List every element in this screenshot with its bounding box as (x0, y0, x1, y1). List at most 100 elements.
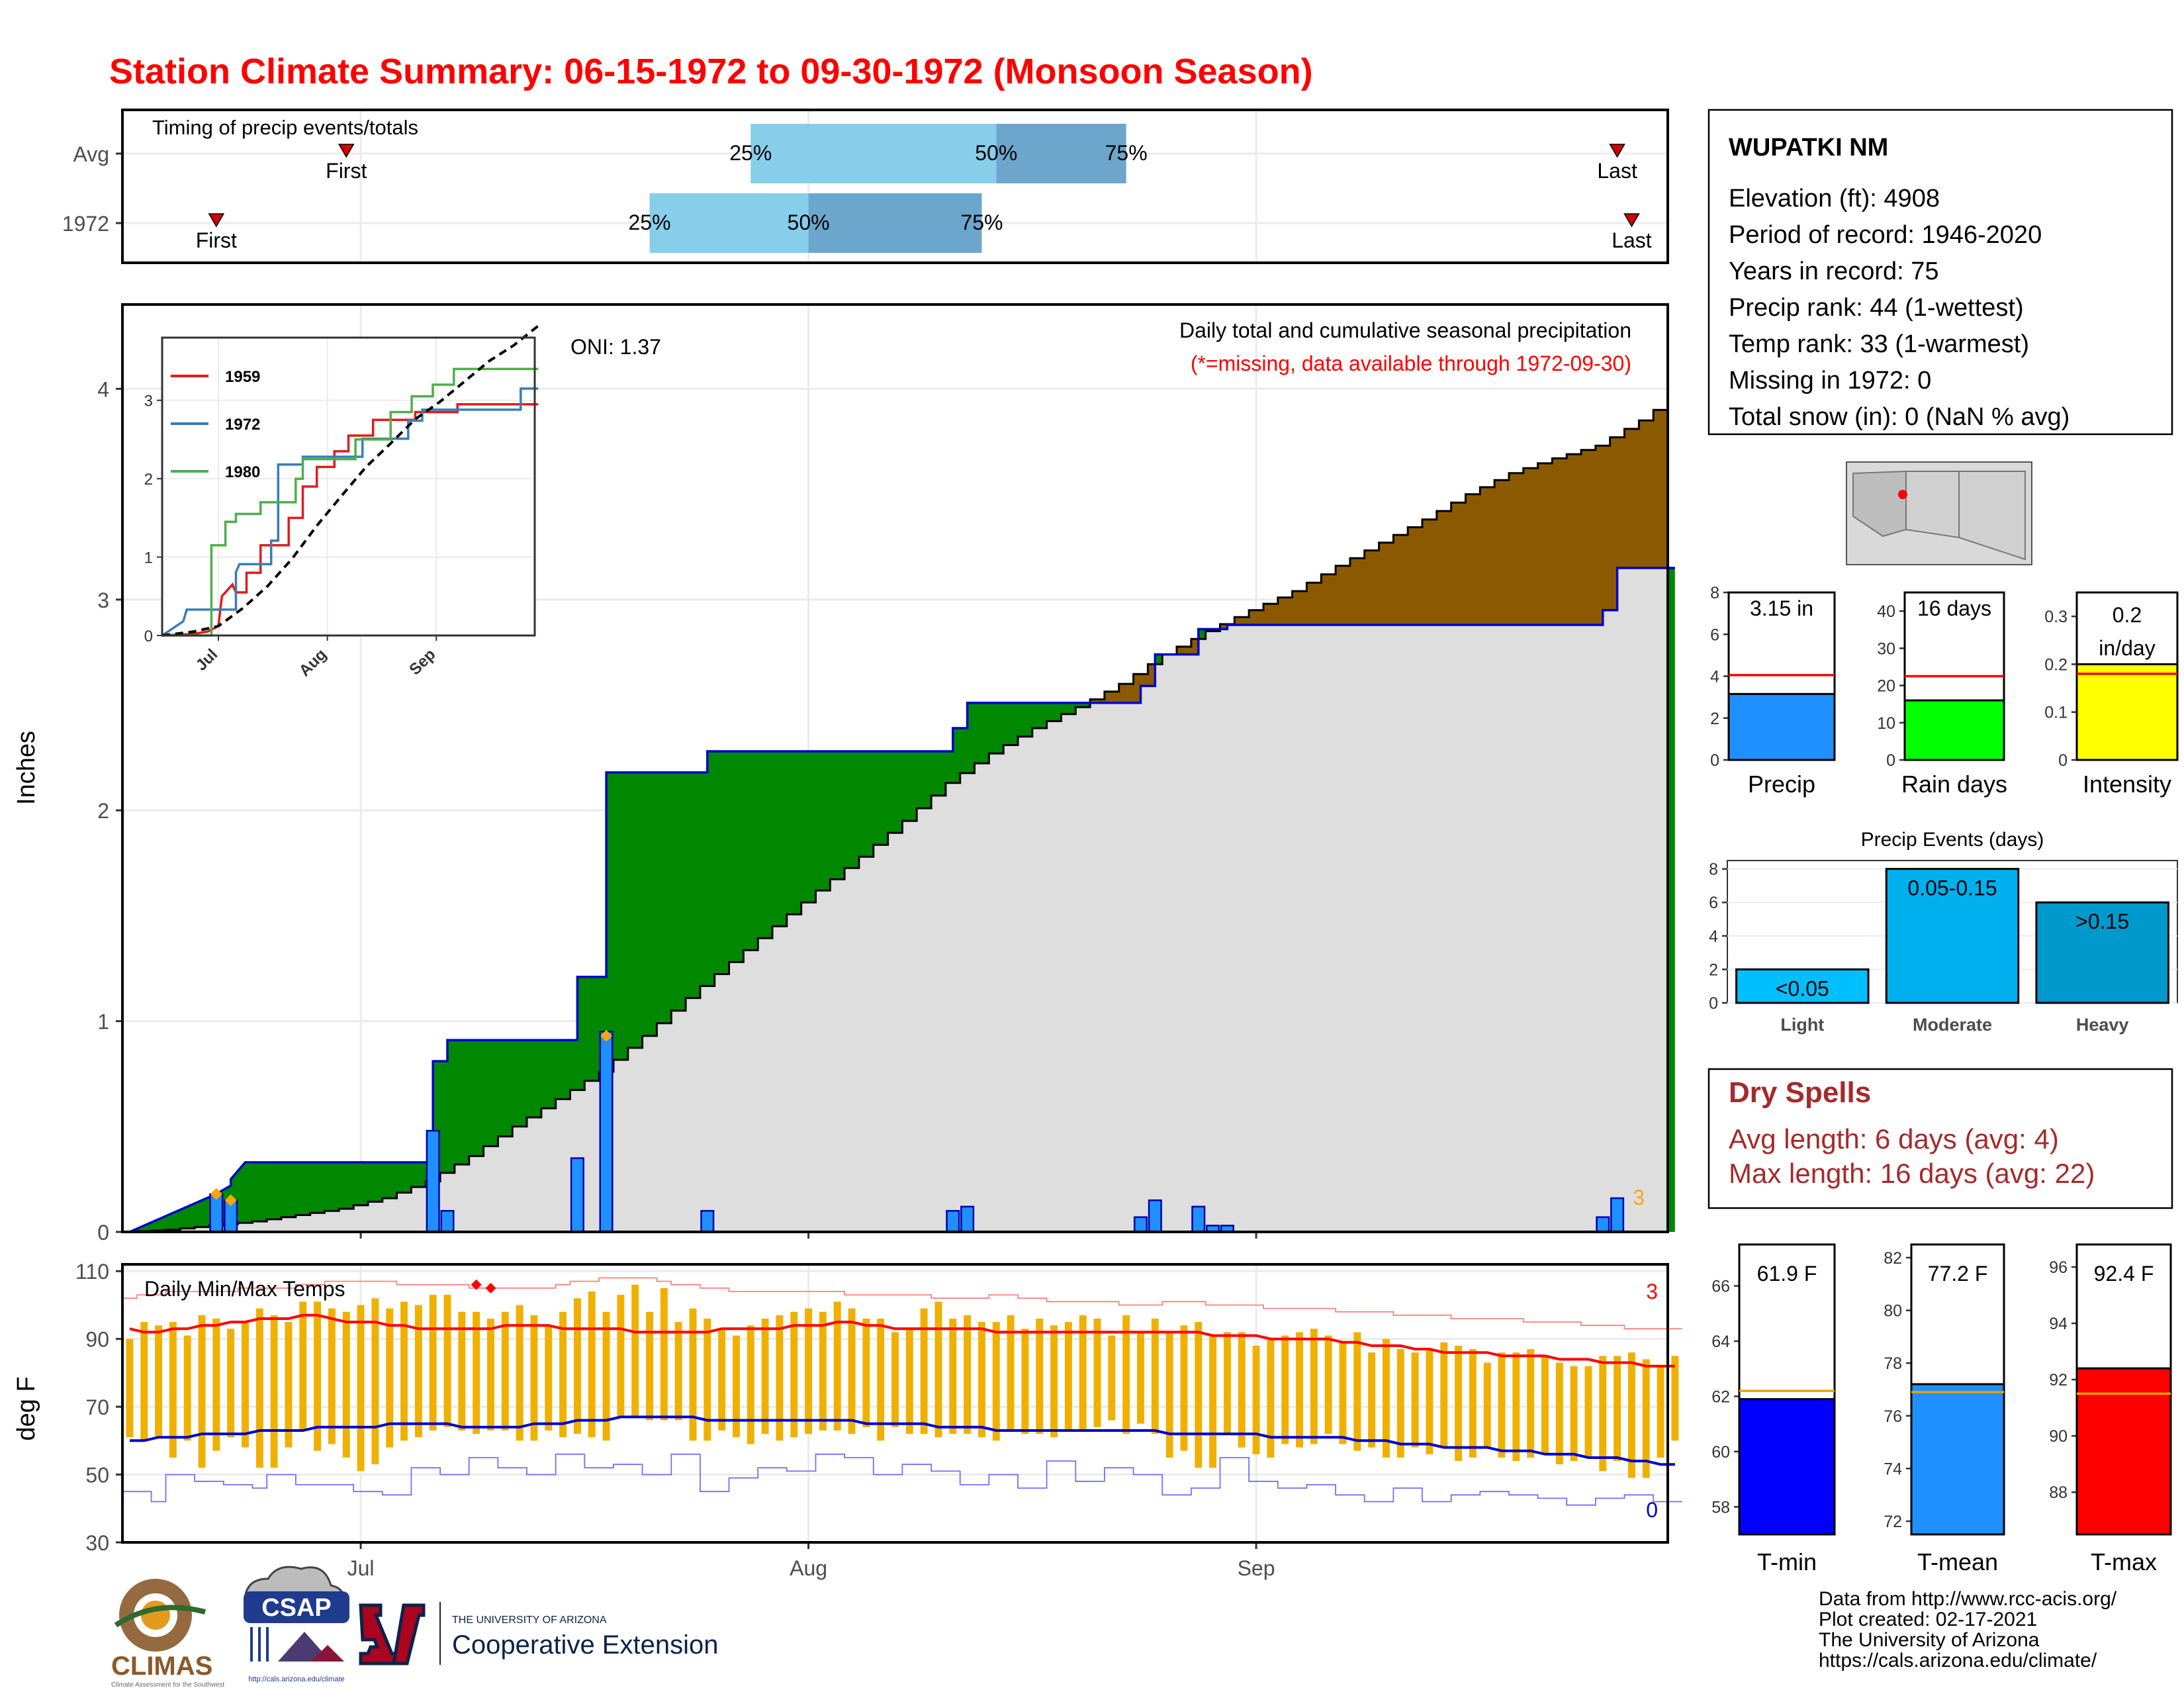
timing-panel: Avg 25% 50% 75% First Last 1972 25% 50% 75% First L… (62, 109, 1669, 264)
temp-y-tick-label: 50 (85, 1464, 109, 1487)
timing-pct-label: 75% (960, 211, 1003, 234)
precip-events-y-tick-label: 8 (1709, 861, 1718, 879)
daily-temp-range-bar (414, 1305, 422, 1438)
dry-spells-max: Max length: 16 days (avg: 22) (1729, 1158, 2095, 1189)
dry-spells-box: Dry Spells Avg length: 6 days (avg: 4) M… (1707, 1068, 2173, 1209)
footer-line-3: The University of Arizona (1819, 1629, 2040, 1651)
inset-y-tick-label: 2 (144, 471, 153, 489)
daily-temp-range-bar (1021, 1329, 1029, 1434)
daily-temp-range-bar (978, 1322, 985, 1438)
totals-y-tick-label: 0.1 (2044, 704, 2068, 722)
precip-events-y-tick-label: 4 (1709, 927, 1718, 946)
tempbars-bar-t-max (2075, 1367, 2172, 1536)
daily-temp-range-bar (617, 1295, 625, 1417)
precip-events-panel: Precip Events (days) 0 2 4 6 8 <0.05 Light 0.05-… (1709, 829, 2178, 1035)
temp-x-tick-label: Sep (1238, 1556, 1275, 1580)
daily-temp-range-bar (1498, 1352, 1506, 1458)
daily-temp-range-bar (905, 1329, 913, 1434)
totals-y-tick-label: 40 (1877, 602, 1895, 621)
precip-events-bar-light (1735, 968, 1870, 1004)
daily-temp-range-bar (530, 1315, 538, 1441)
daily-precip-bar (1148, 1199, 1162, 1233)
temp-y-tick-label: 70 (85, 1395, 109, 1419)
daily-temp-range-bar (1541, 1356, 1549, 1454)
station-precip-rank: Precip rank: 44 (1-wettest) (1729, 294, 2024, 322)
daily-temp-range-bar (1137, 1332, 1144, 1424)
daily-temp-range-bar (1657, 1366, 1664, 1458)
timing-first-marker (338, 144, 355, 158)
tempbars-y-tick-label: 88 (2049, 1483, 2068, 1502)
footer-line-2: Plot created: 02-17-2021 (1819, 1609, 2037, 1630)
footer-credits: Data from http://www.rcc-acis.org/ Plot … (1819, 1588, 2117, 1671)
station-location-marker (1898, 490, 1907, 499)
timing-first-label: First (196, 228, 237, 252)
daily-temp-range-bar (1108, 1335, 1116, 1421)
tempbars-y-tick-label: 78 (1884, 1354, 1902, 1373)
precip-y-tick-label: 0 (97, 1221, 109, 1244)
daily-temp-range-bar (1281, 1335, 1289, 1444)
temp-y-tick-label: 90 (85, 1328, 109, 1352)
station-elevation: Elevation (ft): 4908 (1729, 185, 1940, 212)
daily-temp-range-bar (242, 1322, 249, 1448)
tempbars-y-tick-label: 92 (2049, 1371, 2068, 1389)
daily-temp-range-bar (1599, 1356, 1607, 1472)
daily-temp-range-bar (1180, 1325, 1188, 1451)
dry-spells-title: Dry Spells (1729, 1076, 1871, 1109)
temp-y-axis-label: deg F (13, 1376, 40, 1440)
precip-y-tick-label: 2 (97, 799, 109, 823)
daily-temp-range-bar (1555, 1362, 1563, 1465)
tempbars-category-label: T-min (1757, 1548, 1817, 1575)
daily-temp-range-bar (1079, 1315, 1087, 1430)
daily-temp-range-bar (1238, 1332, 1246, 1448)
daily-temp-range-bar (487, 1318, 494, 1430)
daily-temp-range-bar (631, 1284, 639, 1417)
daily-temp-range-bar (1584, 1366, 1592, 1458)
daily-temp-range-bar (169, 1322, 177, 1458)
daily-temp-range-bar (371, 1298, 379, 1465)
daily-temp-range-bar (1411, 1352, 1419, 1448)
daily-temp-range-bar (1310, 1329, 1318, 1444)
avg-min-temp-line (129, 1415, 1675, 1466)
tempbars-y-tick-label: 66 (1711, 1278, 1730, 1296)
temp-min-missing-count: 0 (1646, 1498, 1658, 1522)
tempbars-y-tick-label: 80 (1884, 1302, 1902, 1321)
tmax-value: 92.4 F (2094, 1262, 2154, 1286)
precip-y-axis-label: Inches (13, 731, 40, 805)
inset-line-average (161, 324, 539, 637)
precip-chart-title: Daily total and cumulative seasonal prec… (1179, 318, 1631, 342)
daily-temp-range-bar (1122, 1315, 1130, 1434)
inset-y-tick-label: 3 (144, 393, 153, 410)
totals-y-tick-label: 4 (1710, 668, 1719, 686)
daily-precip-bar (1610, 1197, 1625, 1233)
tempbars-y-tick-label: 82 (1884, 1249, 1902, 1268)
dry-spells-avg: Avg length: 6 days (avg: 4) (1729, 1123, 2059, 1154)
climas-logo: CLIMAS Climate Assessment for the Southw… (111, 1579, 224, 1688)
csap-logo-text: CSAP (261, 1594, 332, 1622)
daily-temp-range-bar (1396, 1349, 1404, 1458)
station-years: Years in record: 75 (1729, 258, 1939, 285)
intensity-value: 0.2 (2113, 603, 2142, 627)
tempbars-y-tick-label: 76 (1884, 1407, 1902, 1426)
daily-temp-range-bar (776, 1315, 784, 1441)
daily-precip-bar (1596, 1216, 1610, 1233)
daily-temp-range-bar (1627, 1352, 1635, 1478)
daily-temp-range-bar (805, 1308, 813, 1434)
daily-precip-bar (570, 1157, 584, 1233)
daily-temp-range-bar (1455, 1345, 1463, 1462)
totals-y-tick-label: 30 (1877, 639, 1895, 658)
daily-temp-range-bar (660, 1288, 668, 1421)
daily-temp-range-bar (545, 1325, 553, 1430)
totals-y-tick-label: 0 (1710, 751, 1719, 770)
timing-panel-border (121, 109, 1669, 264)
tempbars-y-tick-label: 72 (1884, 1513, 1902, 1531)
footer-line-4: https://cals.arizona.edu/climate/ (1819, 1650, 2097, 1671)
logos: CLIMAS Climate Assessment for the Southw… (111, 1566, 718, 1688)
ua-logo-line-1: THE UNIVERSITY OF ARIZONA (452, 1615, 607, 1626)
csap-logo-url: http://cals.arizona.edu/climate (248, 1675, 345, 1683)
timing-band-50-75 (996, 124, 1126, 183)
totals-y-tick-label: 0.3 (2044, 608, 2068, 626)
timing-pct-label: 25% (628, 211, 670, 234)
inset-y-tick-label: 1 (144, 549, 153, 567)
tempbars-y-tick-label: 58 (1711, 1498, 1730, 1517)
